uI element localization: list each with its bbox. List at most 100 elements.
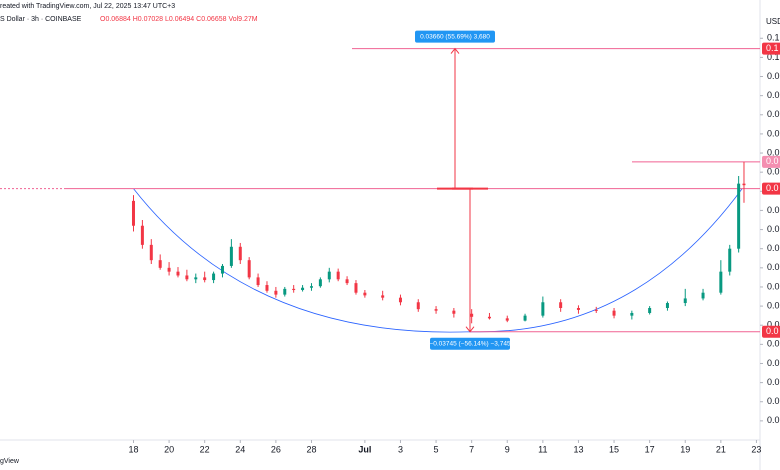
measure-label: 0.03660 (55.69%) 3,680	[420, 33, 490, 40]
measure-label: −0.03745 (−56.14%) −3,745	[429, 340, 511, 347]
price-badge-label: 0.0	[766, 156, 779, 166]
candle-body	[229, 246, 233, 266]
candle-body	[487, 316, 491, 319]
watermark: gView	[0, 458, 20, 465]
y-tick-label: 0.0	[767, 300, 780, 310]
candle-body	[185, 275, 189, 280]
y-tick-label: 0.0	[767, 377, 780, 387]
x-tick-label: 11	[538, 444, 547, 454]
measure-box	[415, 30, 495, 43]
candle-body	[265, 285, 269, 291]
price-badge-label: 0.0	[766, 183, 779, 193]
candle-body	[203, 277, 207, 281]
candle-body	[292, 288, 296, 291]
x-tick-label: 28	[306, 444, 316, 454]
measure-arrow	[465, 326, 475, 333]
price-badge	[762, 155, 780, 168]
price-badge-label: 0.1	[766, 43, 779, 53]
created-note: reated with TradingView.com, Jul 22, 202…	[0, 3, 175, 10]
y-tick-label: 0.0	[767, 224, 780, 234]
candle-body	[327, 271, 331, 280]
candle-body	[416, 302, 420, 310]
candle-body	[683, 298, 687, 304]
ohlc: O0.06884 H0.07028 L0.06494 C0.06658 Vol9…	[100, 16, 258, 23]
candle-body	[283, 288, 287, 295]
x-tick-label: 19	[680, 444, 690, 454]
candle-body	[728, 248, 732, 272]
y-tick-label: 0.0	[767, 147, 780, 157]
price-badge	[762, 182, 780, 195]
x-tick-label: 9	[505, 444, 510, 454]
candle-body	[742, 183, 746, 186]
candle-body	[559, 302, 563, 308]
x-tick-label: 13	[573, 444, 583, 454]
x-tick-label: 5	[434, 444, 439, 454]
candle-body	[434, 309, 438, 311]
x-tick-label: 7	[469, 444, 474, 454]
candle-body	[247, 260, 251, 278]
y-tick-label: 0.0	[767, 205, 780, 215]
y-tick-label: 0.0	[767, 90, 780, 100]
candle-body	[354, 283, 358, 293]
candle-body	[701, 292, 705, 299]
candle-body	[238, 246, 242, 261]
y-tick-label: 0.0	[767, 128, 780, 138]
y-tick-label: 0.1	[767, 33, 780, 43]
y-tick-label: 0.0	[767, 339, 780, 349]
y-tick-label: 0.0	[767, 358, 780, 368]
x-tick-label: 17	[645, 444, 655, 454]
candle-body	[301, 287, 305, 291]
x-tick-label: 22	[200, 444, 210, 454]
candle-body	[176, 271, 180, 276]
y-tick-label: 0.0	[767, 320, 780, 330]
price-badge	[762, 42, 780, 55]
candle-body	[256, 277, 260, 286]
x-tick-label: 24	[235, 444, 245, 454]
candle-body	[594, 309, 598, 311]
candle-body	[363, 292, 367, 296]
y-tick-label: 0.0	[767, 262, 780, 272]
candle-body	[470, 313, 474, 317]
candle-body	[398, 297, 402, 303]
candle-body	[719, 271, 723, 293]
x-tick-label: 3	[398, 444, 403, 454]
x-tick-label: 18	[128, 444, 138, 454]
candle-body	[158, 260, 162, 268]
candle-body	[167, 267, 171, 272]
candle-body	[149, 244, 153, 261]
candle-body	[212, 273, 216, 281]
candle-body	[737, 183, 741, 249]
x-tick-label: 23	[751, 444, 761, 454]
candle-body	[309, 286, 313, 288]
candle-body	[336, 271, 340, 280]
candle-body	[140, 225, 144, 245]
y-tick-label: 0.0	[767, 109, 780, 119]
y-tick-label: 0.0	[767, 396, 780, 406]
candle-body	[194, 277, 198, 280]
candle-body	[345, 279, 349, 284]
candle-body	[630, 312, 634, 316]
y-tick-label: 0.1	[767, 52, 780, 62]
y-tick-label: 0.0	[767, 167, 780, 177]
y-tick-label: 0.0	[767, 243, 780, 253]
x-tick-label: Jul	[358, 444, 371, 454]
candle-body	[541, 302, 545, 316]
candle-body	[665, 303, 669, 308]
candle-body	[381, 295, 385, 298]
candle-body	[318, 279, 322, 287]
candle-body	[131, 200, 135, 226]
candle-body	[576, 308, 580, 310]
y-tick-label: 0.0	[767, 415, 780, 425]
candle-body	[452, 310, 456, 314]
candle-body	[505, 318, 509, 321]
y-tick-label: 0.0	[767, 71, 780, 81]
measure-box	[430, 337, 510, 350]
candle-body	[523, 315, 527, 321]
y-tick-label: 0.0	[767, 281, 780, 291]
candle-body	[648, 308, 652, 313]
candle-body	[220, 265, 224, 274]
candle-body	[612, 310, 616, 316]
x-tick-label: 26	[271, 444, 281, 454]
